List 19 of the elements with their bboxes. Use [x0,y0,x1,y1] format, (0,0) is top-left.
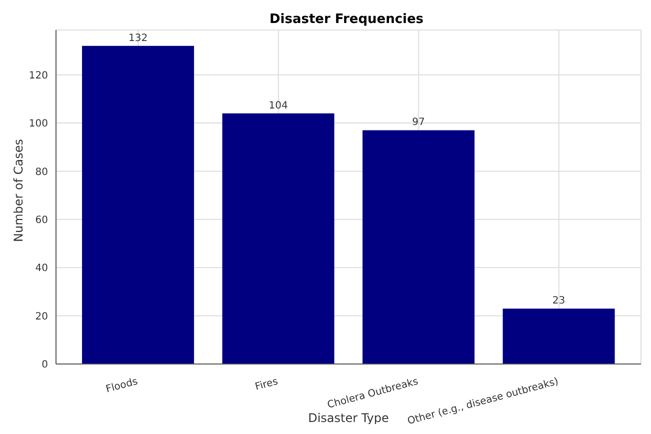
data-label: 23 [552,296,566,307]
y-tick-label: 20 [35,311,48,322]
y-tick-label: 120 [28,70,48,82]
bar [362,130,475,364]
y-tick-label: 0 [42,360,48,371]
y-tick-label: 60 [35,214,48,226]
data-label: 132 [128,32,148,44]
data-label: 104 [268,100,288,112]
x-tick-label: Floods [104,376,139,396]
y-tick-label: 100 [28,118,48,130]
bar [82,46,194,364]
bar [502,308,615,364]
bar [222,113,334,364]
y-axis-title: Number of Cases [11,138,26,242]
y-tick-label: 80 [35,166,48,178]
data-label: 97 [412,117,425,128]
x-tick-label: Fires [254,376,280,393]
chart-title: Disaster Frequencies [268,12,425,27]
y-tick-label: 40 [35,263,48,274]
